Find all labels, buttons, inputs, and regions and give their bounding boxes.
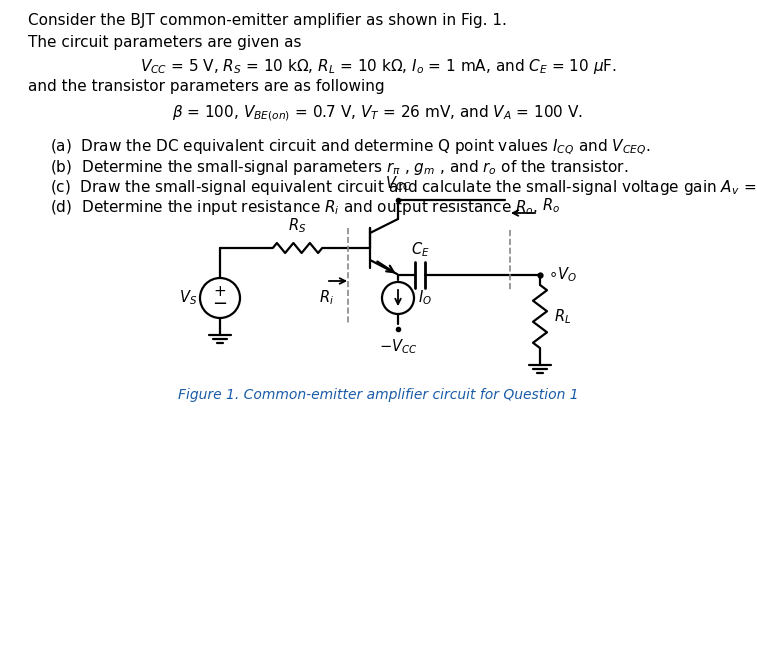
Text: −: − (213, 295, 228, 313)
Text: $\circ V_O$: $\circ V_O$ (548, 266, 577, 285)
Text: +: + (213, 283, 226, 299)
Text: $R_L$: $R_L$ (554, 307, 572, 326)
Text: $\beta$ = 100, $V_{BE(on)}$ = 0.7 V, $V_T$ = 26 mV, and $V_A$ = 100 V.: $\beta$ = 100, $V_{BE(on)}$ = 0.7 V, $V_… (173, 103, 584, 123)
Text: $I_O$: $I_O$ (418, 289, 432, 307)
Text: and the transistor parameters are as following: and the transistor parameters are as fol… (28, 79, 385, 94)
Text: Consider the BJT common-emitter amplifier as shown in Fig. 1.: Consider the BJT common-emitter amplifie… (28, 13, 507, 28)
Text: (a)  Draw the DC equivalent circuit and determine Q point values $I_{CQ}$ and $V: (a) Draw the DC equivalent circuit and d… (50, 138, 650, 157)
Text: (c)  Draw the small-signal equivalent circuit and calculate the small-signal vol: (c) Draw the small-signal equivalent cir… (50, 178, 757, 197)
Text: $-V_{CC}$: $-V_{CC}$ (378, 337, 417, 355)
Text: $R_S$: $R_S$ (288, 216, 307, 235)
Text: $V_S$: $V_S$ (179, 289, 197, 307)
Text: $V_{CC}$ = 5 V, $R_S$ = 10 k$\Omega$, $R_L$ = 10 k$\Omega$, $I_o$ = 1 mA, and $C: $V_{CC}$ = 5 V, $R_S$ = 10 k$\Omega$, $R… (139, 57, 616, 76)
Text: $R_o$: $R_o$ (542, 196, 560, 215)
Text: (d)  Determine the input resistance $R_i$ and output resistance $R_o$.: (d) Determine the input resistance $R_i$… (50, 198, 538, 217)
Text: (b)  Determine the small-signal parameters $r_{\pi}$ , $g_m$ , and $r_o$ of the : (b) Determine the small-signal parameter… (50, 158, 628, 177)
Text: $R_i$: $R_i$ (319, 288, 334, 307)
Text: $C_E$: $C_E$ (410, 240, 429, 259)
Text: Figure 1. Common-emitter amplifier circuit for Question 1: Figure 1. Common-emitter amplifier circu… (178, 388, 578, 402)
Text: The circuit parameters are given as: The circuit parameters are given as (28, 35, 301, 50)
Text: $V_{CC}$: $V_{CC}$ (385, 174, 411, 193)
